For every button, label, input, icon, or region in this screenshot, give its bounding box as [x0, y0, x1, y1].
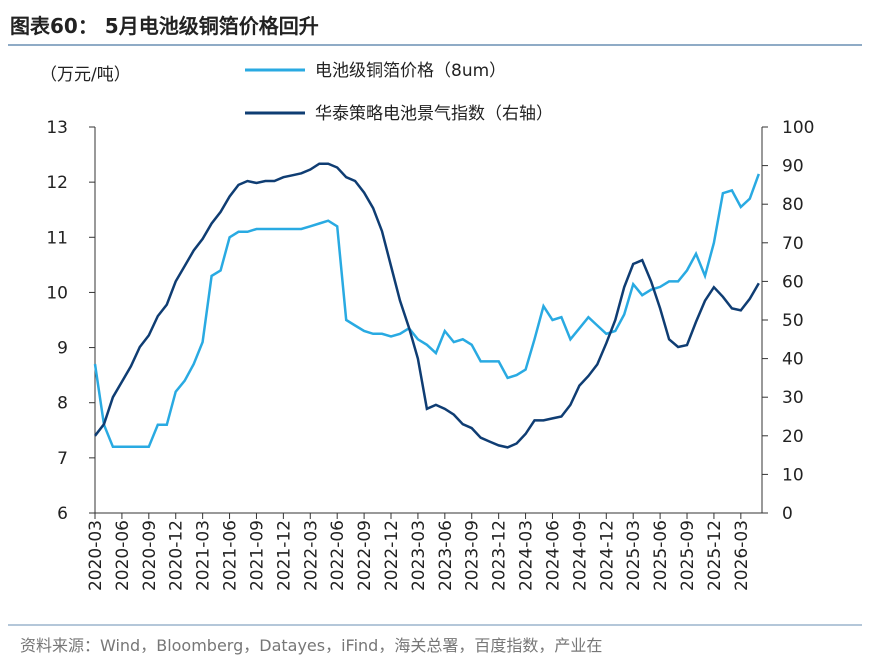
x-tick-label: 2025-12: [705, 520, 725, 591]
source: 资料来源：Wind，Bloomberg，Datayes，iFind，海关总署，百…: [20, 636, 602, 655]
x-tick-label: 2021-06: [221, 520, 241, 591]
x-tick-label: 2025-09: [678, 520, 698, 591]
legend-label: 电池级铜箔价格（8um）: [315, 61, 506, 81]
y2-tick-label: 20: [782, 427, 804, 447]
legend-label: 华泰策略电池景气指数（右轴）: [315, 104, 553, 124]
line-series: [93, 173, 760, 449]
chart-title: 图表60： 5月电池级铜箔价格回升: [10, 14, 319, 38]
y-tick-label: 11: [46, 228, 68, 248]
y2-tick-label: 50: [782, 311, 804, 331]
y-tick-label: 12: [46, 173, 68, 193]
y2-tick-label: 90: [782, 157, 804, 177]
x-tick-label: 2023-03: [409, 520, 429, 591]
x-tick-label: 2023-09: [463, 520, 483, 591]
x-tick-label: 2022-09: [355, 520, 375, 591]
x-tick-label: 2021-12: [274, 520, 294, 591]
x-tick-label: 2025-03: [624, 520, 644, 591]
y-tick-label: 8: [57, 394, 68, 414]
x-tick-label: 2020-12: [167, 520, 187, 591]
x-tick-label: 2024-09: [570, 520, 590, 591]
y2-tick-label: 80: [782, 195, 804, 215]
y-tick-label: 7: [57, 449, 68, 469]
x-tick-label: 2025-06: [651, 520, 671, 591]
line-series: [94, 162, 760, 449]
y2-tick-label: 70: [782, 234, 804, 254]
y-tick-label: 13: [46, 118, 68, 138]
y-tick-label: 10: [46, 283, 68, 303]
y2-tick-label: 60: [782, 272, 804, 292]
y2-tick-label: 30: [782, 388, 804, 408]
x-tick-label: 2020-03: [86, 520, 106, 591]
y-axis-label: （万元/吨）: [40, 65, 131, 85]
y-tick-label: 9: [57, 339, 68, 359]
x-tick-label: 2021-09: [247, 520, 267, 591]
y2-tick-label: 100: [782, 118, 814, 138]
y-tick-label: 6: [57, 504, 68, 524]
x-tick-label: 2020-06: [113, 520, 133, 591]
y2-tick-label: 10: [782, 465, 804, 485]
x-tick-label: 2020-09: [140, 520, 160, 591]
x-tick-label: 2024-03: [517, 520, 537, 591]
x-tick-label: 2021-03: [194, 520, 214, 591]
y2-tick-label: 40: [782, 350, 804, 370]
y2-tick-label: 0: [782, 504, 793, 524]
x-tick-label: 2026-03: [732, 520, 752, 591]
x-tick-label: 2022-12: [382, 520, 402, 591]
x-tick-label: 2024-06: [543, 520, 563, 591]
x-tick-label: 2024-12: [597, 520, 617, 591]
x-tick-label: 2023-12: [490, 520, 510, 591]
x-tick-label: 2022-06: [328, 520, 348, 591]
x-tick-label: 2023-06: [436, 520, 456, 591]
x-tick-label: 2022-03: [301, 520, 321, 591]
